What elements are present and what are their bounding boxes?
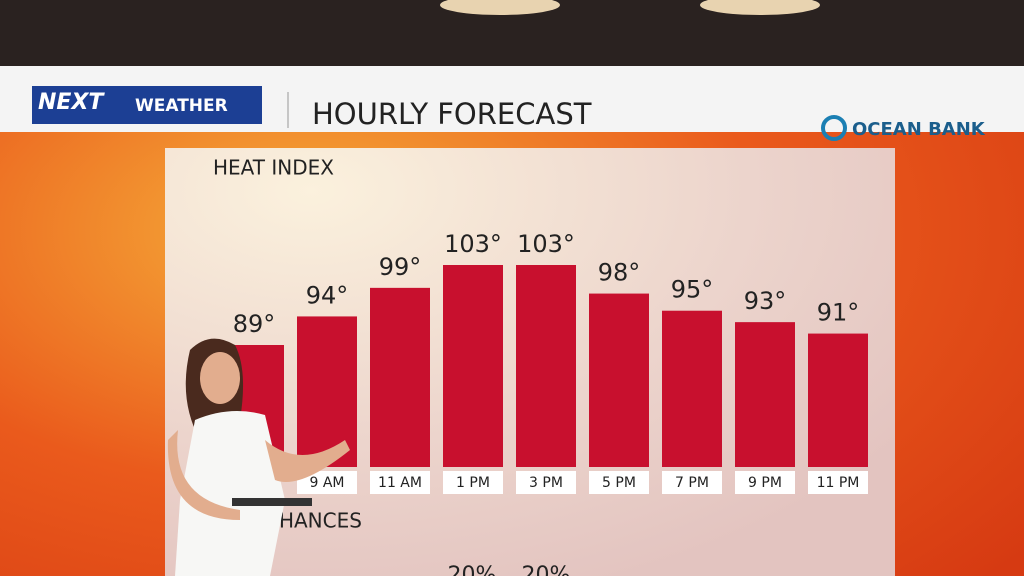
value-label: 93° — [744, 287, 787, 315]
bar — [443, 265, 503, 467]
face — [200, 352, 240, 404]
x-tick-label: 11 AM — [378, 475, 422, 491]
logo-box — [32, 86, 262, 124]
bar — [516, 265, 576, 467]
bar — [297, 316, 357, 467]
sponsor-logo — [821, 115, 847, 141]
value-label: 99° — [379, 253, 422, 281]
x-tick-label: 9 PM — [748, 475, 782, 491]
light — [440, 0, 560, 15]
presenter — [167, 338, 350, 576]
value-label: 94° — [306, 281, 349, 309]
category-box — [735, 471, 795, 494]
brand-sub: WEATHER — [135, 96, 228, 116]
value-label: 103° — [517, 230, 575, 258]
bar — [662, 310, 722, 467]
bar — [808, 333, 868, 467]
header-title: HOURLY FORECAST — [312, 97, 592, 131]
dress — [175, 411, 285, 576]
x-tick-label: 3 PM — [529, 475, 563, 491]
brand: NEXT — [38, 90, 105, 115]
rain-label: 20% — [522, 563, 571, 576]
category-box — [589, 471, 649, 494]
category-box — [297, 471, 357, 494]
rain-label: 20% — [448, 563, 497, 576]
value-label: 89° — [233, 310, 276, 338]
chart: 89° 94° 9 AM 99° 11 AM 103° 1 PM 103° 3 PM 98° 5 P… — [224, 230, 868, 494]
bar — [735, 322, 795, 467]
x-tick-label: 11 PM — [817, 475, 860, 491]
value-label: 91° — [817, 299, 860, 327]
light — [700, 0, 820, 15]
value-label: 98° — [598, 259, 641, 287]
sponsor: OCEAN BANK — [852, 119, 986, 140]
x-tick-label: 7 PM — [675, 475, 709, 491]
bar — [370, 287, 430, 467]
value-label: 103° — [444, 230, 502, 258]
category-box — [808, 471, 868, 494]
chart-title: HEAT INDEX — [213, 156, 334, 180]
bar — [589, 293, 649, 467]
category-box — [662, 471, 722, 494]
category-box — [443, 471, 503, 494]
x-tick-label: 5 PM — [602, 475, 636, 491]
arm — [167, 430, 240, 520]
tablet — [232, 498, 312, 506]
x-tick-label: 1 PM — [456, 475, 490, 491]
category-box — [516, 471, 576, 494]
category-box — [370, 471, 430, 494]
value-label: 95° — [671, 276, 714, 304]
arm — [265, 440, 350, 482]
x-tick-label: 9 AM — [309, 475, 344, 491]
